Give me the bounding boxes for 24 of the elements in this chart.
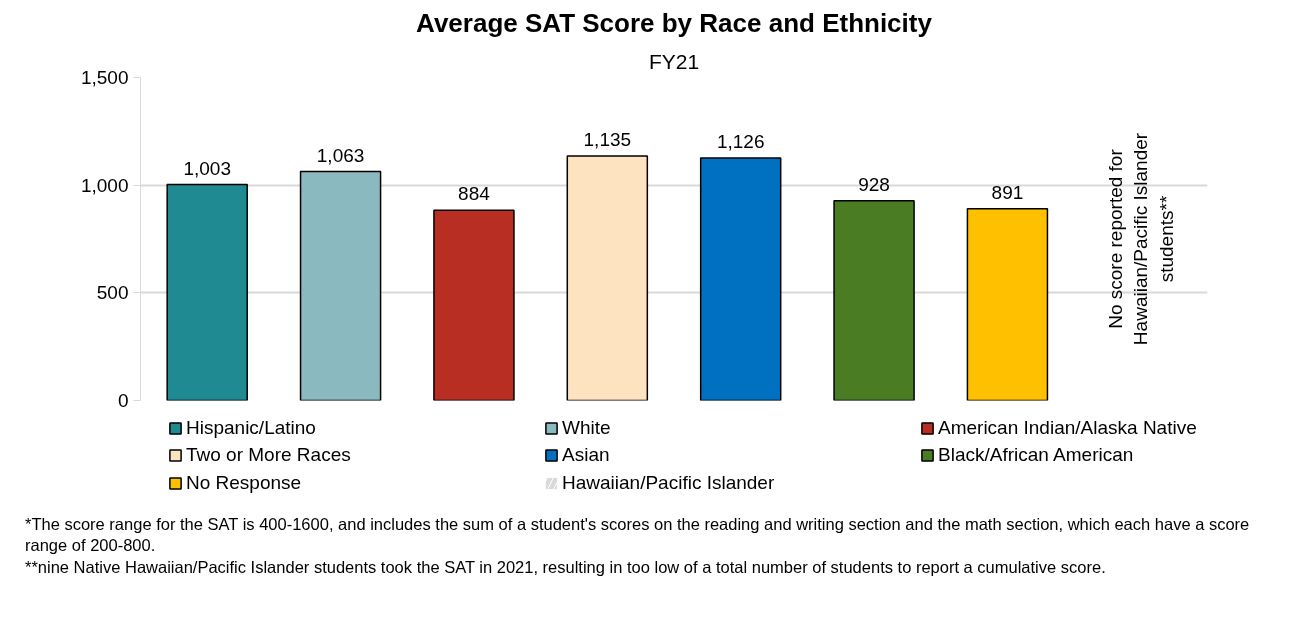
legend-label: Hispanic/Latino [186, 416, 317, 439]
text: *The score range for the SAT is 400-1600, and includes the sum of a student's scores on the reading and writing section and the math section, which each have a score range of 200-800. [25, 514, 1251, 556]
y-tick-label: 0 [117, 390, 129, 411]
data-label: 884 [458, 183, 491, 205]
data-label: 928 [858, 173, 890, 195]
legend-label: Two or More Races [186, 444, 352, 466]
y-tick-label: 1,500 [80, 67, 129, 88]
legend-label: Black/African American [938, 444, 1135, 466]
legend-label: American Indian/Alaska Native [938, 416, 1198, 439]
data-label: 1,126 [716, 131, 765, 153]
legend-label: Hawaiian/Pacific Islander [562, 471, 776, 494]
annotation: No score reported for Hawaiian/Pacific Islander students** [1105, 132, 1177, 346]
legend-label: Asian [562, 444, 611, 466]
y-tick-label: 500 [96, 282, 129, 304]
chart-title: Average SAT Score by Race and Ethnicity [416, 7, 933, 38]
data-label: 1,063 [316, 144, 365, 166]
text: **nine Native Hawaiian/Pacific Islander students took the SAT in 2021, resulting in too low of a total number of students to report a cumulative score. [25, 557, 1107, 578]
data-label: 1,003 [183, 157, 231, 179]
data-label: 891 [991, 181, 1024, 203]
chart-subtitle: FY21 [648, 49, 700, 73]
y-tick-label: 1,000 [80, 174, 129, 196]
data-label: 1,135 [583, 129, 632, 151]
legend-label: No Response [186, 471, 303, 494]
legend-label: White [562, 416, 612, 439]
